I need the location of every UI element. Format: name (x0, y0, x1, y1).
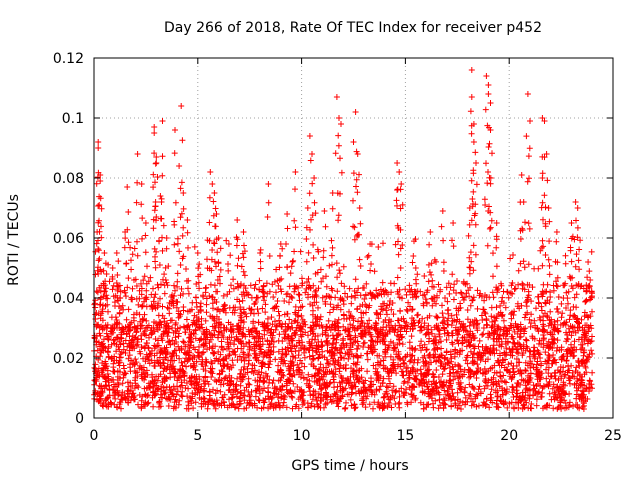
x-tick-label: 15 (396, 428, 414, 444)
y-tick-label: 0.02 (53, 351, 84, 367)
x-axis-label: GPS time / hours (291, 458, 408, 474)
x-tick-labels: 0 5 10 15 20 25 (90, 428, 622, 444)
y-tick-label: 0.12 (53, 51, 84, 67)
x-tick-label: 0 (90, 428, 99, 444)
y-tick-label: 0.1 (62, 111, 84, 127)
roti-points (91, 67, 596, 412)
x-tick-label: 20 (500, 428, 518, 444)
y-axis-label: ROTI / TECUs (6, 194, 22, 286)
chart-title: Day 266 of 2018, Rate Of TEC Index for r… (164, 20, 542, 36)
y-tick-label: 0.08 (53, 171, 84, 187)
y-tick-label: 0 (75, 411, 84, 427)
x-tick-label: 25 (604, 428, 622, 444)
x-tick-label: 5 (193, 428, 202, 444)
y-tick-label: 0.06 (53, 231, 84, 247)
data-points (91, 67, 596, 412)
y-tick-label: 0.04 (53, 291, 84, 307)
x-tick-label: 10 (293, 428, 311, 444)
axis-ticks (93, 57, 614, 419)
y-tick-labels: 0 0.02 0.04 0.06 0.08 0.1 0.12 (53, 51, 84, 427)
